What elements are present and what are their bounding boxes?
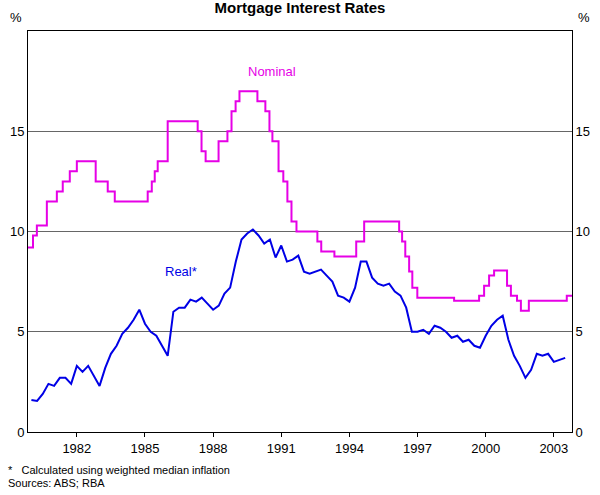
svg-text:Sources: ABS; RBA: Sources: ABS; RBA [8,477,105,489]
svg-text:1991: 1991 [267,441,296,456]
svg-text:5: 5 [576,324,583,339]
svg-text:15: 15 [576,124,590,139]
svg-text:2003: 2003 [539,441,568,456]
svg-text:2000: 2000 [471,441,500,456]
svg-text:Real*: Real* [165,264,197,279]
svg-text:1982: 1982 [62,441,91,456]
svg-text:10: 10 [576,224,590,239]
svg-text:1997: 1997 [403,441,432,456]
svg-text:1985: 1985 [131,441,160,456]
svg-text:0: 0 [576,425,583,440]
svg-text:1988: 1988 [199,441,228,456]
svg-text:Nominal: Nominal [248,64,296,79]
svg-text:0: 0 [17,425,24,440]
svg-text:15: 15 [10,124,24,139]
svg-text:1994: 1994 [335,441,364,456]
svg-text:Mortgage Interest Rates: Mortgage Interest Rates [215,0,386,16]
svg-text:10: 10 [10,224,24,239]
svg-text:5: 5 [17,324,24,339]
svg-text:* Calculated using weighted: * Calculated using weighted median infla… [8,464,230,476]
svg-text:%: % [578,10,590,25]
svg-text:%: % [10,10,22,25]
